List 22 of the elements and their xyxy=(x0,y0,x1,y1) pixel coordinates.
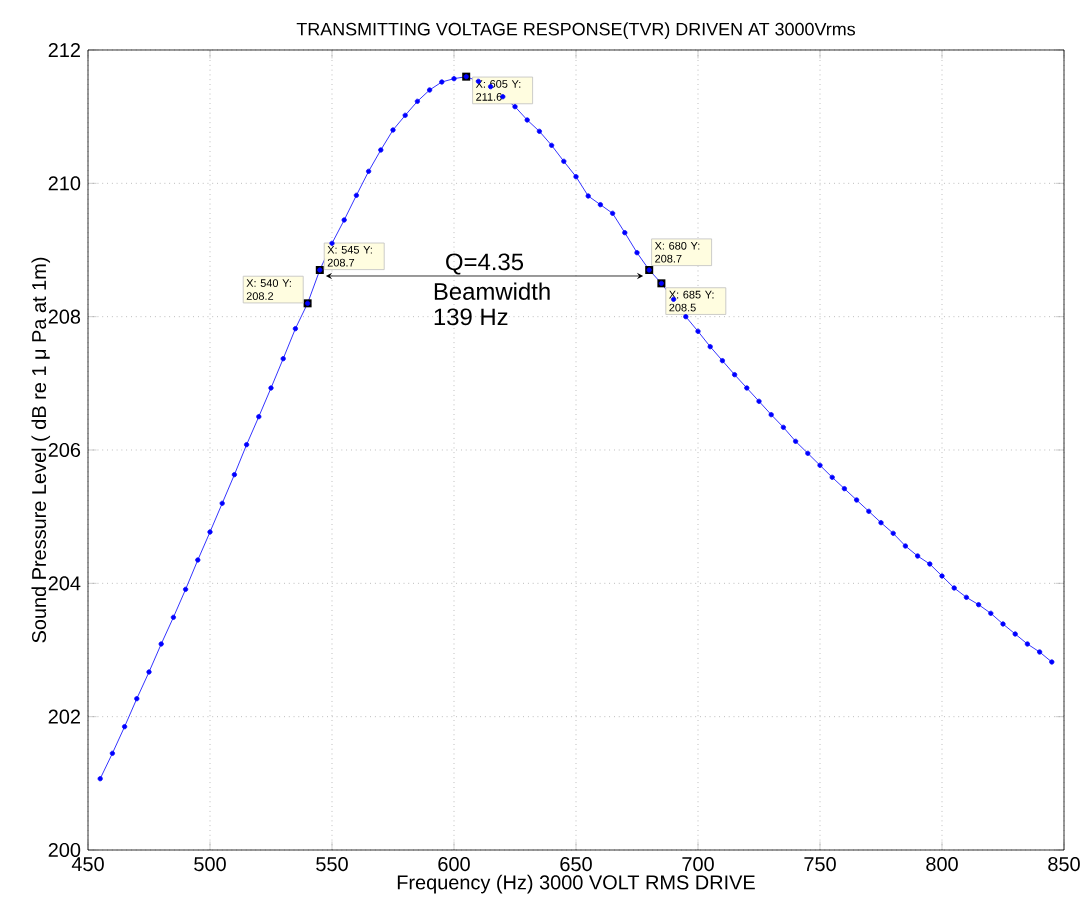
x-tick-label: 850 xyxy=(1048,857,1080,872)
x-tick-label: 600 xyxy=(438,857,470,872)
x-tick-label: 750 xyxy=(804,857,836,872)
annotation: Beamwidth xyxy=(434,282,550,300)
y-tick-label: 200 xyxy=(48,842,81,858)
x-tick-label: 450 xyxy=(71,857,104,872)
x-tick-label: 550 xyxy=(316,857,348,872)
y-tick-label: 212 xyxy=(48,43,80,57)
y-tick-label: 204 xyxy=(48,576,81,591)
x-axis-title: Frequency (Hz) 3000 VOLT RMS DRIVE xyxy=(397,874,755,894)
y-axis-title: Sound Pressure Level ( dB re 1 μ Pa at 1m) xyxy=(31,257,51,643)
x-tick-label: 700 xyxy=(682,857,714,872)
x-tick-label: 500 xyxy=(194,857,226,872)
y-tick-label: 202 xyxy=(48,709,80,724)
y-tick-label: 210 xyxy=(48,176,81,191)
y-tick-label: 206 xyxy=(48,442,81,458)
x-tick-label: 800 xyxy=(926,857,958,872)
y-tick-label: 208 xyxy=(48,309,81,324)
chart-title: TRANSMITTING VOLTAGE RESPONSE(TVR) DRIVEN AT 3000Vrms xyxy=(296,22,856,39)
annotation: 139 Hz xyxy=(434,308,508,326)
x-tick-label: 650 xyxy=(560,857,592,872)
annotation: Q=4.35 xyxy=(446,253,524,275)
